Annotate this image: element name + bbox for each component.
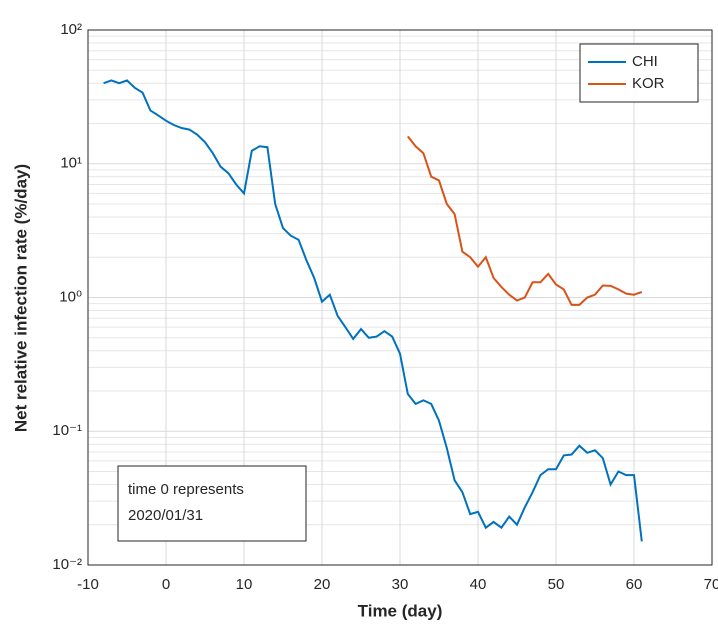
y-tick-label: 10⁻² [52,556,82,573]
legend-box [579,43,699,103]
x-axis-title: Time (day) [358,601,443,620]
series-line [103,79,643,542]
x-tick-label: 10 [236,576,253,593]
plot-frame [87,29,713,566]
x-tick-label: 20 [314,576,331,593]
legend-label: KOR [632,75,665,92]
x-tick-label: 40 [470,576,487,593]
annotation: time 0 represents 2020/01/31 [117,465,307,542]
annotation-box [117,465,307,542]
annotation-text: 2020/01/31 [128,507,203,524]
legend-label: CHI [632,53,658,70]
legend: CHI KOR [579,43,699,103]
x-tick-label: 30 [392,576,409,593]
y-axis-title: Net relative infection rate (%/day) [11,164,30,432]
x-tick-label: 70 [704,576,718,593]
y-tick-label: 10⁻¹ [52,422,82,439]
y-tick-label: 10⁰ [59,288,82,305]
x-tick-label: 60 [626,576,643,593]
x-tick-label: 50 [548,576,565,593]
annotation-text: time 0 represents [128,481,244,498]
series-line [407,135,643,306]
x-tick-label: 0 [162,576,170,593]
x-tick-label: -10 [77,576,99,593]
y-tick-label: 10² [60,21,82,38]
y-tick-label: 10¹ [60,155,82,172]
